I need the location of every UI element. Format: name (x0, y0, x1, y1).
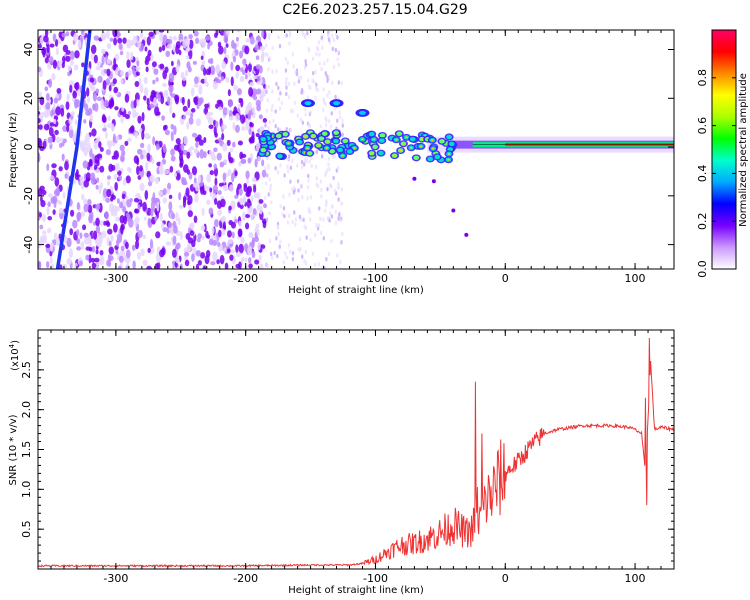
snr-ticks: -300 -200 -100 0 100 0.5 1.0 1.5 2.0 2.5 (20, 330, 675, 585)
y-tick-label: -40 (22, 236, 35, 254)
x-tick-label: -100 (363, 572, 388, 585)
colorbar-tick-label: 0.6 (696, 117, 709, 135)
colorbar-label: Normalized spectral amplitude (738, 73, 749, 227)
colorbar-ticks: 0.0 0.2 0.4 0.6 0.8 (696, 69, 736, 278)
snr-panel: -300 -200 -100 0 100 0.5 1.0 1.5 2.0 2.5 Height o… (8, 329, 675, 596)
x-tick-label: 100 (625, 272, 646, 285)
snr-series-line (38, 337, 674, 568)
y-tick-label: 1.5 (20, 441, 33, 459)
x-tick-label: -100 (363, 272, 388, 285)
spectrogram-xlabel: Height of straight line (km) (288, 285, 424, 296)
side-blobs (300, 99, 469, 237)
sparse-noise (264, 30, 344, 269)
x-tick-label: -200 (233, 572, 258, 585)
x-tick-label: 0 (502, 572, 509, 585)
x-tick-label: -300 (103, 272, 128, 285)
diagonal-trace (55, 30, 92, 269)
y-tick-label: 2.0 (20, 401, 33, 419)
y-tick-label: 20 (22, 91, 35, 105)
snr-xlabel: Height of straight line (km) (288, 585, 424, 596)
x-tick-label: 100 (625, 572, 646, 585)
colorbar-tick-label: 0.4 (696, 165, 709, 183)
trace-blobs (257, 129, 458, 164)
y-tick-label: 2.5 (20, 361, 33, 379)
spectrogram-heatmap (38, 30, 674, 269)
noise-region (38, 30, 268, 269)
y-tick-label: 1.0 (20, 481, 33, 499)
spectrogram-ylabel: Frequency (Hz) (8, 112, 19, 188)
colorbar-bar (711, 29, 737, 270)
figure-title: C2E6.2023.257.15.04.G29 (282, 2, 468, 18)
spectrogram-frame (37, 29, 675, 270)
colorbar-tick-label: 0.8 (696, 69, 709, 87)
colorbar: 0.0 0.2 0.4 0.6 0.8 Normalized spectral ampl… (696, 29, 749, 278)
snr-frame (37, 329, 675, 570)
colorbar-tick-label: 0.2 (696, 212, 709, 230)
snr-multiplier: (x104) (8, 340, 21, 371)
x-tick-label: -200 (233, 272, 258, 285)
y-tick-label: 0.5 (20, 520, 33, 538)
colorbar-tick-label: 0.0 (696, 260, 709, 278)
y-tick-label: 0 (22, 144, 35, 151)
y-tick-label: -20 (22, 187, 35, 205)
y-tick-label: 40 (22, 43, 35, 57)
x-tick-label: -300 (103, 572, 128, 585)
snr-ylabel: SNR (10 * v/v) (8, 414, 19, 485)
x-tick-label: 0 (502, 272, 509, 285)
